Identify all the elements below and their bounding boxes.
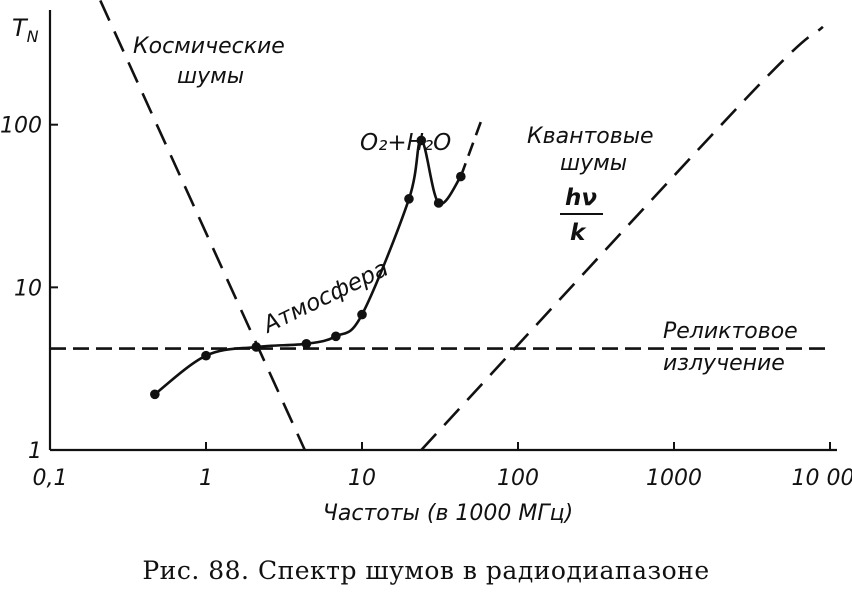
x-axis-label: Частоты (в 1000 МГц) [323, 501, 573, 526]
annotation-quantum-denominator: k [570, 220, 587, 246]
data-markers [150, 135, 466, 400]
annotation-quantum-line-2: шумы [560, 151, 627, 176]
annotation-quantum-numerator: hν [565, 185, 597, 211]
series-atmosphere-line [154, 139, 462, 396]
x-tick-label-2: 10 [348, 466, 376, 491]
y-tick-label-1: 10 [14, 276, 42, 301]
figure-caption: Рис. 88. Спектр шумов в радиодиапазоне [142, 556, 710, 585]
annotation-relic-line-2: излучение [663, 351, 785, 376]
annotation-quantum-line-1: Квантовые [527, 124, 654, 149]
series-layer [50, 0, 830, 451]
x-tick-label-0: 0,1 [33, 466, 68, 491]
y-axis-label: TN [12, 14, 39, 46]
series-atmosphere-point-1 [201, 350, 211, 361]
series-atmosphere-point-8 [433, 198, 444, 208]
series-atmosphere-point-4 [331, 331, 341, 342]
series-atmosphere-point-0 [150, 389, 160, 400]
series-quantum-line [420, 25, 824, 451]
series-atmosphere-point-9 [456, 171, 466, 182]
x-tick-label-5: 10 000 [792, 466, 852, 491]
series-cosmic-line [99, 0, 306, 451]
x-tick-label-4: 1000 [646, 466, 702, 491]
annotation-cosmic-line-1: Космические [133, 34, 285, 59]
y-tick-label-2: 100 [0, 114, 42, 139]
series-atmosphere-point-7 [416, 135, 427, 146]
x-tick-label-3: 100 [497, 466, 539, 491]
annotation-atmosphere: Атмосфера [257, 256, 392, 340]
annotation-o2h2o: O₂+H₂O [360, 130, 451, 156]
y-tick-label-0: 1 [28, 439, 42, 464]
series-atmosphere-point-3 [301, 338, 312, 349]
series-atmosphere-extension [459, 114, 485, 177]
annotation-relic-line-1: Реликтовое [663, 319, 798, 344]
x-tick-label-1: 1 [199, 466, 213, 491]
annotation-cosmic-line-2: шумы [177, 64, 244, 89]
series-atmosphere-point-2 [251, 342, 262, 352]
series-atmosphere-point-5 [357, 309, 367, 320]
series-atmosphere-point-6 [404, 194, 414, 204]
